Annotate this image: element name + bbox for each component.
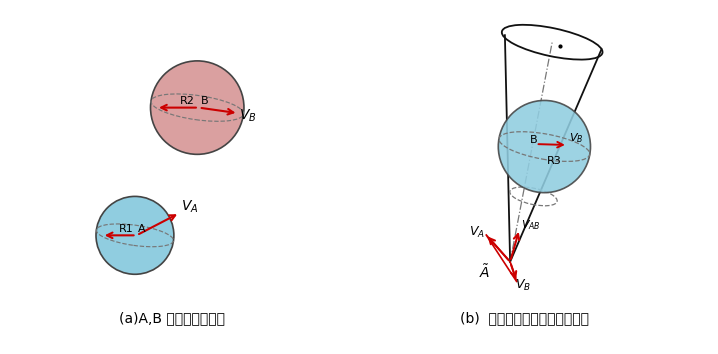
Circle shape: [96, 196, 174, 274]
Text: $V_A$: $V_A$: [469, 225, 485, 240]
Text: $V_A$: $V_A$: [181, 199, 198, 215]
Text: $V_B$: $V_B$: [569, 131, 583, 145]
Text: $V_{AB}$: $V_{AB}$: [521, 218, 541, 232]
Circle shape: [151, 61, 244, 154]
Text: $V_B$: $V_B$: [516, 278, 531, 293]
Text: R2: R2: [180, 96, 195, 106]
Text: $\tilde{A}$: $\tilde{A}$: [479, 263, 490, 281]
Text: R1: R1: [118, 224, 134, 234]
Text: R3: R3: [547, 156, 561, 166]
Text: A: A: [138, 224, 146, 234]
Text: (a)A,B 初始时刻的速度: (a)A,B 初始时刻的速度: [119, 312, 225, 326]
Circle shape: [498, 101, 590, 193]
Text: $V_B$: $V_B$: [239, 108, 257, 124]
Text: (b)  三维空间速度障碍锥示意图: (b) 三维空间速度障碍锥示意图: [460, 312, 589, 326]
Text: B: B: [201, 96, 209, 106]
Text: B: B: [531, 135, 538, 145]
